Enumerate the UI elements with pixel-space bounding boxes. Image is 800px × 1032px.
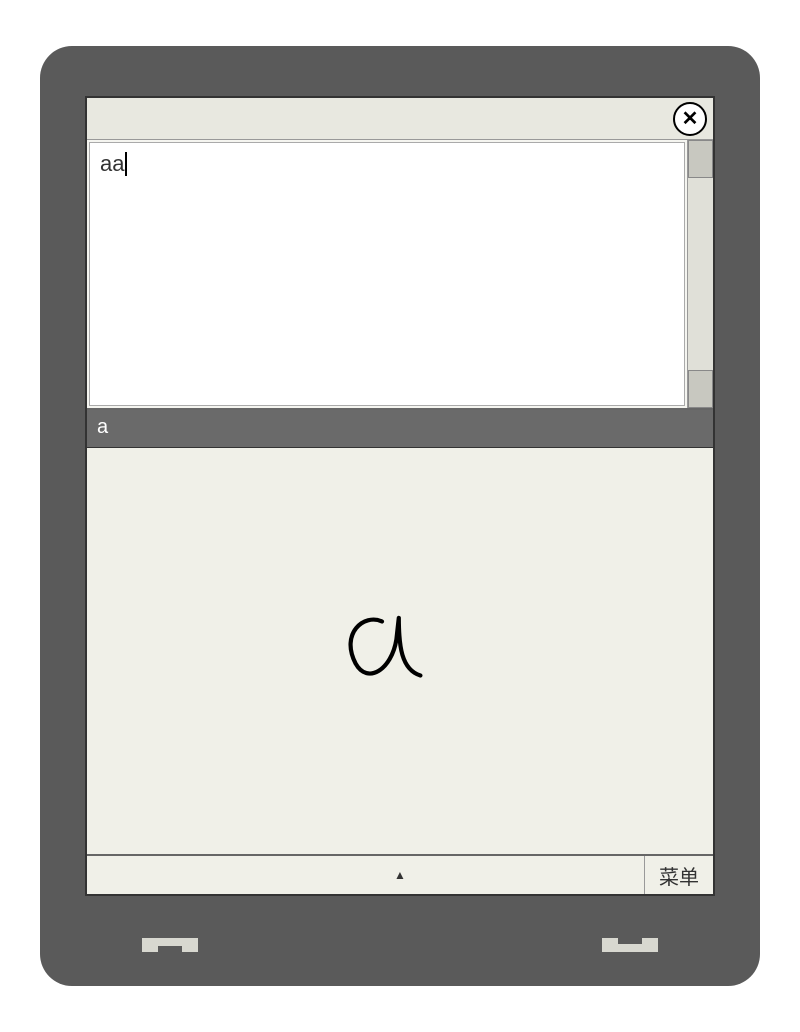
scroll-down-button[interactable] bbox=[688, 370, 713, 408]
close-icon: ✕ bbox=[682, 106, 699, 131]
text-content: aa bbox=[100, 151, 124, 176]
handwriting-stroke bbox=[328, 604, 448, 699]
call-icon bbox=[142, 938, 198, 952]
titlebar: ✕ bbox=[87, 98, 713, 140]
device-frame: ✕ aa a ▲ 菜单 bbox=[40, 46, 760, 986]
menu-button[interactable]: 菜单 bbox=[644, 856, 713, 894]
screen: ✕ aa a ▲ 菜单 bbox=[85, 96, 715, 896]
stroke-path bbox=[351, 618, 421, 676]
hardware-buttons bbox=[40, 928, 760, 964]
bottom-bar: ▲ 菜单 bbox=[87, 854, 713, 894]
expand-arrow-icon[interactable]: ▲ bbox=[394, 868, 406, 882]
end-call-button[interactable] bbox=[590, 928, 670, 964]
menu-label: 菜单 bbox=[659, 861, 699, 890]
close-button[interactable]: ✕ bbox=[673, 102, 707, 136]
candidate-text: a bbox=[97, 416, 108, 438]
end-call-icon bbox=[602, 938, 658, 952]
text-input-area[interactable]: aa bbox=[89, 142, 685, 406]
scrollbar[interactable] bbox=[687, 140, 713, 408]
scroll-up-button[interactable] bbox=[688, 140, 713, 178]
candidate-bar[interactable]: a bbox=[87, 410, 713, 448]
text-cursor bbox=[125, 152, 127, 176]
text-area-container: aa bbox=[87, 140, 713, 410]
handwriting-input-area[interactable] bbox=[87, 448, 713, 854]
call-button[interactable] bbox=[130, 928, 210, 964]
scroll-track[interactable] bbox=[688, 178, 713, 370]
